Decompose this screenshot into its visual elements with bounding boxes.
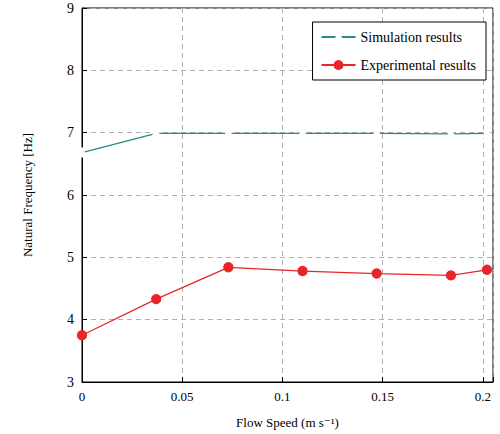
svg-text:0.15: 0.15	[371, 389, 394, 404]
svg-text:7: 7	[67, 125, 74, 140]
svg-text:0.05: 0.05	[171, 389, 194, 404]
svg-text:9: 9	[67, 1, 74, 16]
svg-text:4: 4	[67, 312, 74, 327]
svg-text:8: 8	[67, 63, 74, 78]
svg-text:Experimental results: Experimental results	[361, 58, 476, 73]
svg-text:3: 3	[67, 375, 74, 390]
svg-text:5: 5	[67, 250, 74, 265]
svg-text:Simulation results: Simulation results	[361, 30, 463, 45]
svg-text:0: 0	[79, 389, 86, 404]
svg-text:Natural Frequency [Hz]: Natural Frequency [Hz]	[20, 133, 35, 257]
svg-text:0.2: 0.2	[475, 389, 491, 404]
svg-text:Flow Speed (m s⁻¹): Flow Speed (m s⁻¹)	[236, 415, 339, 430]
svg-text:0.1: 0.1	[274, 389, 290, 404]
svg-text:6: 6	[67, 188, 74, 203]
